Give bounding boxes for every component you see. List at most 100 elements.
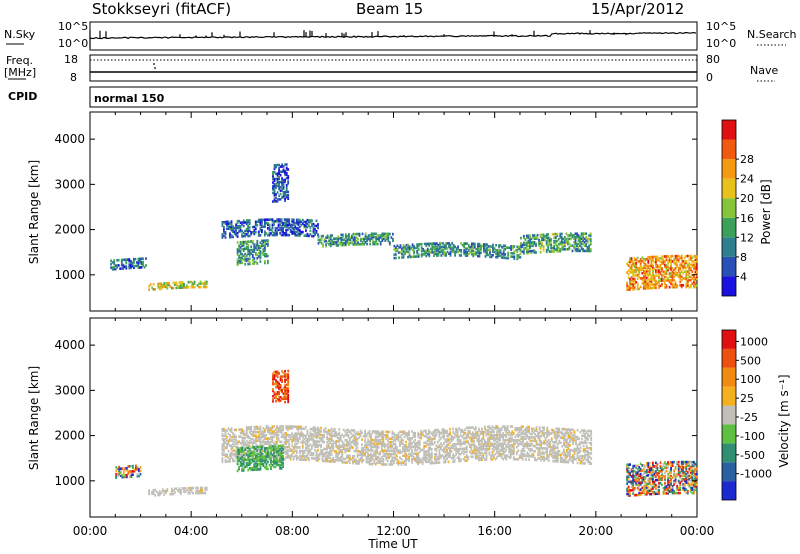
echo-cell <box>477 254 479 258</box>
echo-cell <box>438 461 441 464</box>
echo-cell <box>268 430 271 433</box>
echo-cell <box>573 237 575 241</box>
echo-cell <box>253 434 256 437</box>
echo-cell <box>512 449 515 452</box>
echo-cell <box>367 234 370 237</box>
echo-cell <box>688 261 691 265</box>
echo-cell <box>396 461 398 465</box>
echo-cell <box>279 228 281 232</box>
echo-cell <box>488 446 491 449</box>
echo-cell <box>204 486 207 490</box>
echo-cell <box>325 244 327 248</box>
echo-cell <box>121 475 124 479</box>
echo-cell <box>645 287 648 290</box>
echo-cell <box>426 460 429 463</box>
echo-cell <box>292 435 295 439</box>
echo-cell <box>352 434 354 437</box>
echo-cell <box>490 442 492 446</box>
echo-cell <box>385 458 388 461</box>
echo-cell <box>629 277 631 281</box>
echo-cell <box>273 170 276 174</box>
echo-cell <box>487 447 489 451</box>
echo-cell <box>579 446 582 449</box>
echo-cell <box>330 436 333 439</box>
echo-cell <box>563 433 565 436</box>
echo-cell <box>550 447 553 451</box>
echo-cell <box>390 449 392 453</box>
echo-cell <box>309 219 312 222</box>
echo-cell <box>662 277 665 281</box>
echo-cell <box>326 458 328 461</box>
echo-cell <box>256 241 259 245</box>
echo-cell <box>670 268 672 272</box>
echo-cell <box>554 239 557 243</box>
echo-cell <box>694 272 697 275</box>
echo-cell <box>694 268 697 272</box>
echo-cell <box>658 281 660 284</box>
echo-cell <box>467 245 470 249</box>
echo-cell <box>564 433 567 436</box>
echo-cell <box>405 243 408 247</box>
echo-cell <box>538 436 541 440</box>
echo-cell <box>630 267 633 271</box>
echo-cell <box>356 441 359 444</box>
echo-cell <box>371 454 374 457</box>
echo-cell <box>573 449 576 452</box>
echo-cell <box>241 252 243 256</box>
echo-cell <box>635 262 638 265</box>
echo-cell <box>487 441 489 444</box>
echo-cell <box>245 242 248 245</box>
echo-cell <box>547 442 550 445</box>
echo-cell <box>464 437 467 440</box>
echo-cell <box>261 230 263 234</box>
echo-cell <box>264 442 266 446</box>
echo-cell <box>430 454 433 458</box>
echo-cell <box>630 260 633 264</box>
echo-cell <box>424 434 427 438</box>
echo-cell <box>458 449 460 453</box>
echo-cell <box>673 272 675 275</box>
echo-cell <box>265 442 268 446</box>
echo-cell <box>489 248 491 252</box>
echo-cell <box>248 219 251 222</box>
echo-cell <box>588 446 591 450</box>
echo-cell <box>318 430 321 433</box>
echo-cell <box>376 457 379 461</box>
echo-cell <box>642 271 645 275</box>
echo-cell <box>658 284 660 288</box>
echo-cell <box>157 282 160 286</box>
echo-cell <box>513 255 516 259</box>
echo-cell <box>361 241 364 244</box>
echo-cell <box>456 442 459 446</box>
echo-cell <box>538 450 541 453</box>
echo-cell <box>355 443 357 446</box>
echo-cell <box>278 172 280 175</box>
echo-cell <box>543 431 545 435</box>
echo-cell <box>338 242 341 245</box>
echo-cell <box>378 237 381 241</box>
echo-cell <box>119 469 122 472</box>
echo-cell <box>365 445 368 448</box>
echo-cell <box>221 448 224 452</box>
echo-cell <box>398 246 400 249</box>
echo-cell <box>474 436 477 439</box>
echo-cell <box>680 278 683 282</box>
echo-cell <box>432 442 435 446</box>
echo-cell <box>250 438 253 441</box>
echo-cell <box>471 431 474 434</box>
echo-cell <box>578 442 580 446</box>
echo-cell <box>282 170 285 173</box>
echo-cell <box>474 446 477 450</box>
echo-cell <box>582 441 585 444</box>
echo-cell <box>497 451 500 454</box>
echo-cell <box>650 281 653 285</box>
echo-cell <box>257 248 260 251</box>
echo-cell <box>111 266 114 269</box>
echo-cell <box>488 447 491 451</box>
echo-cell <box>284 192 286 196</box>
echo-cell <box>449 250 452 254</box>
echo-cell <box>297 429 300 432</box>
echo-cell <box>560 237 563 241</box>
echo-cell <box>486 250 488 253</box>
echo-cell <box>224 438 227 441</box>
